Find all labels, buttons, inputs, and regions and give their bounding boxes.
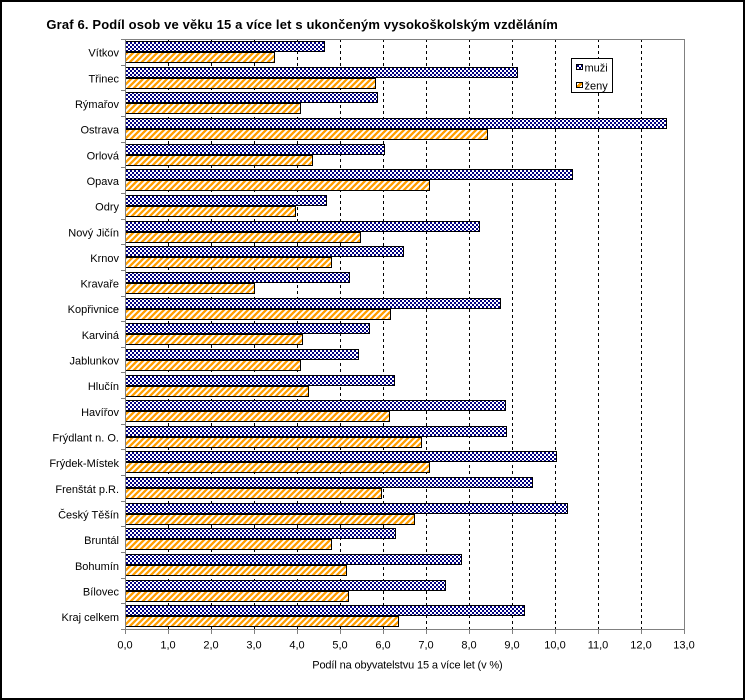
- svg-text:Havířov: Havířov: [81, 407, 119, 419]
- svg-text:Opava: Opava: [87, 176, 120, 188]
- svg-text:11,0: 11,0: [588, 640, 609, 652]
- svg-text:0,0: 0,0: [117, 640, 132, 652]
- svg-text:Kraj celkem: Kraj celkem: [62, 612, 119, 624]
- svg-text:Jablunkov: Jablunkov: [69, 356, 119, 368]
- svg-text:6,0: 6,0: [375, 640, 390, 652]
- svg-text:4,0: 4,0: [289, 640, 304, 652]
- svg-text:12,0: 12,0: [630, 640, 651, 652]
- svg-text:1,0: 1,0: [160, 640, 175, 652]
- svg-text:Hlučín: Hlučín: [88, 381, 119, 393]
- svg-text:8,0: 8,0: [461, 640, 476, 652]
- svg-text:Kopřivnice: Kopřivnice: [68, 304, 119, 316]
- svg-text:Bruntál: Bruntál: [84, 535, 119, 547]
- svg-text:Frýdlant n. O.: Frýdlant n. O.: [52, 433, 119, 445]
- svg-text:ženy: ženy: [585, 81, 609, 93]
- svg-text:13,0: 13,0: [673, 640, 694, 652]
- svg-text:9,0: 9,0: [504, 640, 519, 652]
- svg-text:Bohumín: Bohumín: [75, 561, 119, 573]
- svg-text:Ostrava: Ostrava: [80, 125, 119, 137]
- svg-text:Podíl na obyvatelstvu 15 a víc: Podíl na obyvatelstvu 15 a více let (v %…: [312, 659, 502, 671]
- svg-text:Graf 6. Podíl osob ve věku 15: Graf 6. Podíl osob ve věku 15 a více let…: [46, 17, 558, 32]
- svg-text:Český Těšín: Český Těšín: [58, 509, 119, 522]
- svg-text:3,0: 3,0: [246, 640, 261, 652]
- svg-text:10,0: 10,0: [544, 640, 565, 652]
- svg-text:Frýdek-Místek: Frýdek-Místek: [49, 458, 119, 470]
- svg-text:Frenštát p.R.: Frenštát p.R.: [55, 484, 119, 496]
- svg-text:Třinec: Třinec: [88, 73, 119, 85]
- svg-text:Orlová: Orlová: [87, 150, 120, 162]
- svg-text:Rýmařov: Rýmařov: [75, 99, 120, 111]
- svg-text:5,0: 5,0: [332, 640, 347, 652]
- svg-text:Karviná: Karviná: [82, 330, 120, 342]
- svg-text:Kravaře: Kravaře: [80, 279, 119, 291]
- svg-text:Bílovec: Bílovec: [83, 586, 120, 598]
- svg-text:2,0: 2,0: [203, 640, 218, 652]
- svg-text:Vítkov: Vítkov: [88, 48, 119, 60]
- svg-text:Nový Jičín: Nový Jičín: [68, 227, 119, 239]
- svg-text:Odry: Odry: [95, 202, 119, 214]
- svg-text:muži: muži: [585, 63, 608, 75]
- svg-text:7,0: 7,0: [418, 640, 433, 652]
- svg-text:Krnov: Krnov: [90, 253, 119, 265]
